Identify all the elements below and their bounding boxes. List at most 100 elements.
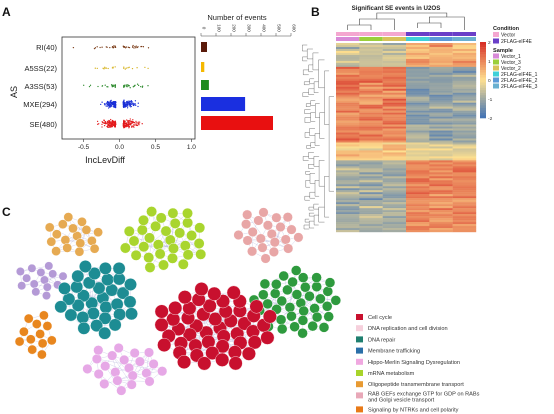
network-node [123,225,135,237]
scatter-point [131,103,133,106]
heatmap-cell [382,204,407,207]
scatter-y-axis-title: AS [9,86,19,98]
network-node [278,270,289,282]
scatter-point [101,101,103,103]
color-scale-step [480,115,486,119]
heatmap-cell [359,178,383,181]
heatmap-cell [336,196,360,199]
heatmap-cell [336,216,360,219]
scatter-point [105,46,107,48]
heatmap-cell [452,166,477,169]
scatter-point [126,85,128,87]
scatter-point [141,85,144,87]
scatter-point [111,46,114,48]
scatter-point [72,46,75,49]
network-node [148,359,159,370]
scatter-point [129,121,131,123]
scatter-point [97,123,99,125]
network-node [25,334,36,345]
heatmap-cell [429,104,453,107]
heatmap-cell [382,130,407,133]
scatter-point [128,120,130,122]
bar-rects [201,42,273,130]
panel-label-b: B [311,5,320,19]
scatter-point [94,67,96,69]
heatmap-cell [429,198,453,201]
heatmap-cell [382,144,407,147]
scatter-point [112,84,114,86]
heatmap-cell [359,190,383,193]
scatter-point [111,105,113,107]
dendrogram-branch [304,218,310,223]
color-scale-step [480,59,486,63]
scatter-point [134,103,136,105]
heatmap-cell [429,190,453,193]
network-node [82,363,93,374]
heatmap-cell [429,56,453,60]
heatmap-cell [452,82,477,85]
heatmap-cell [452,46,477,50]
scatter-category-label: RI(40) [36,43,57,52]
color-scale-step [480,92,486,96]
network-node [58,219,68,229]
heatmap-cell [429,106,453,109]
heatmap-cell [406,82,430,85]
heatmap-cell [452,154,477,157]
heatmap-cell [452,128,477,131]
heatmap-cell [359,94,383,97]
heatmap-cell [382,96,407,99]
dendrogram-branch [304,132,310,138]
heatmap-cell [382,160,407,163]
scatter-point [127,124,130,127]
scatter-point [106,103,109,106]
scatter-point [109,120,111,122]
heatmap-cell [382,62,407,66]
scatter-point [147,47,150,49]
heatmap-cell [429,70,453,74]
color-scale-step [480,42,486,45]
network-node [100,361,111,372]
heatmap-cell [359,114,383,117]
network-node [177,290,192,305]
heatmap-cell [336,80,360,83]
heatmap-cell [336,116,360,119]
scatter-point [114,102,116,105]
scatter-point [108,122,110,124]
heatmap-cell [406,124,430,127]
heatmap-cell [429,98,453,101]
network-node [154,248,166,260]
heatmap-cell [452,136,477,139]
heatmap-cell [429,90,453,93]
heatmap-cell [406,212,430,215]
heatmap-cell [336,72,360,76]
heatmap-cell [382,188,407,191]
dendrogram-branch [302,156,309,161]
heatmap-cell [382,102,407,105]
network-node [42,282,52,292]
scatter-point [128,126,130,128]
network-legend-swatch [356,381,363,388]
heatmap-cell [452,124,477,127]
heatmap-cell [429,168,453,171]
scatter-point [113,45,115,47]
color-scale-tick: 2 [488,40,491,46]
color-scale-tick: -2 [488,116,493,122]
network-node [309,303,320,314]
dendrogram-branch [313,203,319,210]
heatmap-cell [359,216,383,219]
network-node [19,326,29,337]
scatter-point [107,126,109,128]
heatmap-cell [359,156,383,159]
heatmap-cell [359,100,383,103]
network-node [275,314,287,325]
heatmap-cell [429,142,453,145]
scatter-point [103,103,106,105]
dendrogram-branch [308,206,314,211]
heatmap-cell [406,198,430,201]
scatter-point [103,119,105,121]
heatmap-cell [359,226,383,229]
heatmap-cell [406,88,430,91]
heatmap-cell [359,50,383,54]
network-node [48,269,58,279]
heatmap-cell [359,120,383,123]
